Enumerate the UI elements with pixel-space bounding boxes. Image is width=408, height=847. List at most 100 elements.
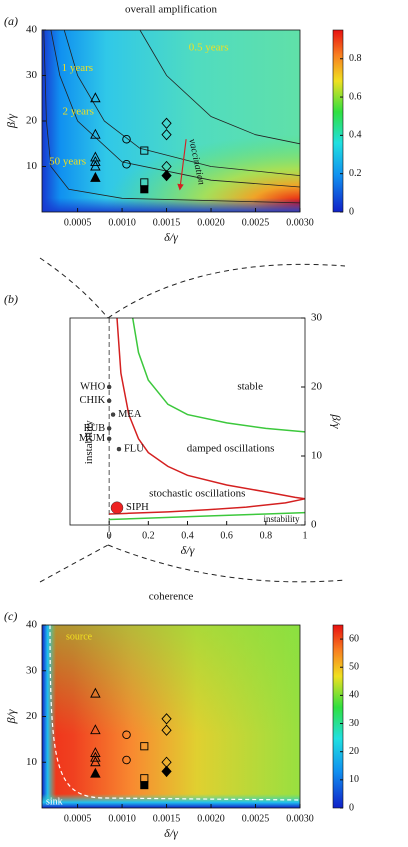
panel-title: coherence xyxy=(149,591,194,603)
curve xyxy=(109,511,306,521)
heatmap-field xyxy=(42,198,300,212)
y-axis-label: β/γ xyxy=(329,413,343,428)
contour-label: 50 years xyxy=(49,155,86,167)
marker xyxy=(90,687,101,698)
x-tick-label: 0.0025 xyxy=(242,813,270,824)
y-tick-label: 10 xyxy=(26,160,38,172)
panel-label: (b) xyxy=(4,292,18,306)
x-axis-label: δ/γ xyxy=(181,543,195,557)
colorbar-tick-label: 50 xyxy=(349,662,359,673)
y-tick-label: 0 xyxy=(311,519,317,531)
marker xyxy=(140,185,149,194)
x-tick-label: 0.0010 xyxy=(108,217,136,228)
colorbar-tick-label: 10 xyxy=(349,774,359,785)
colorbar-tick-label: 0.8 xyxy=(349,53,362,64)
colorbar-tick-label: 60 xyxy=(349,633,359,644)
region-label: stochastic oscillations xyxy=(149,487,245,499)
panel-title: overall amplification xyxy=(125,4,217,16)
curve xyxy=(109,498,306,515)
annotation: source xyxy=(66,631,93,642)
marker xyxy=(161,169,172,182)
annotation-arrow xyxy=(177,139,187,191)
marker xyxy=(140,742,149,751)
marker xyxy=(90,128,101,139)
y-tick-label: 10 xyxy=(26,756,38,768)
y-tick-label: 10 xyxy=(311,450,323,462)
marker xyxy=(161,128,172,141)
connector xyxy=(39,544,109,583)
y-tick-label: 20 xyxy=(26,115,38,127)
marker xyxy=(122,159,131,169)
contour-line xyxy=(139,29,301,145)
point xyxy=(106,384,112,390)
x-tick-label: 0.0015 xyxy=(153,217,181,228)
region-label: damped oscillations xyxy=(187,443,275,455)
point-label: MEA xyxy=(118,409,142,420)
region-label: instability xyxy=(264,514,301,524)
curve xyxy=(116,317,306,500)
marker xyxy=(140,146,149,155)
y-axis-label: β/γ xyxy=(4,709,18,724)
contour-label: 1 years xyxy=(62,62,93,74)
marker xyxy=(90,767,101,778)
x-axis-label: δ/γ xyxy=(164,230,178,244)
x-tick-label: 0.0005 xyxy=(64,813,92,824)
plot-frame xyxy=(41,29,301,213)
marker xyxy=(140,781,149,790)
y-tick-label: 40 xyxy=(26,24,38,36)
marker xyxy=(90,160,101,171)
marker xyxy=(122,134,131,144)
heatmap-field xyxy=(42,625,300,808)
contour-label: 2 years xyxy=(62,105,93,117)
colorbar xyxy=(332,29,344,213)
y-tick-label: 40 xyxy=(26,619,38,631)
marker xyxy=(161,765,172,778)
point-label: RUB xyxy=(84,423,106,434)
x-tick-label: 0.0015 xyxy=(153,813,181,824)
point xyxy=(110,412,116,417)
y-tick-label: 30 xyxy=(26,69,38,81)
point xyxy=(106,426,112,431)
x-tick-label: 0.0010 xyxy=(108,813,136,824)
colorbar-tick-label: 0.6 xyxy=(349,91,362,102)
marker xyxy=(90,724,101,735)
marker xyxy=(90,751,101,762)
marker xyxy=(122,730,131,740)
y-tick-label: 20 xyxy=(26,710,38,722)
point xyxy=(106,436,112,441)
x-tick-label: 0.0020 xyxy=(197,217,225,228)
y-tick-label: 30 xyxy=(26,664,38,676)
connector xyxy=(107,263,346,319)
annotation: sink xyxy=(46,796,63,807)
marker xyxy=(161,713,172,725)
point-label: MUM xyxy=(79,433,106,444)
region-label: instability xyxy=(83,420,95,465)
x-tick-label: 0.6 xyxy=(220,530,233,541)
boundary-contour xyxy=(49,624,301,801)
marker xyxy=(161,117,172,129)
point xyxy=(110,501,124,514)
marker xyxy=(90,171,101,182)
marker xyxy=(161,724,172,736)
point-label: SIPH xyxy=(126,502,149,513)
x-tick-label: 0.4 xyxy=(181,530,194,541)
x-tick-label: 0.2 xyxy=(142,530,155,541)
point xyxy=(106,398,112,404)
y-tick-label: 20 xyxy=(311,381,323,393)
x-tick-label: 0.0005 xyxy=(64,217,92,228)
point-label: WHO xyxy=(80,381,105,392)
x-tick-label: 0.0030 xyxy=(286,217,314,228)
y-tick-label: 30 xyxy=(311,312,323,324)
x-tick-label: 0.0030 xyxy=(286,813,314,824)
x-tick-label: 0.8 xyxy=(260,530,273,541)
colorbar-tick-label: 30 xyxy=(349,718,359,729)
marker xyxy=(90,155,101,166)
marker xyxy=(90,92,101,103)
connector xyxy=(39,257,109,319)
marker xyxy=(90,756,101,767)
y-axis-label: β/γ xyxy=(4,114,18,129)
colorbar-tick-label: 0 xyxy=(349,206,354,217)
plot-frame xyxy=(41,624,301,809)
x-tick-label: 1 xyxy=(303,530,308,541)
